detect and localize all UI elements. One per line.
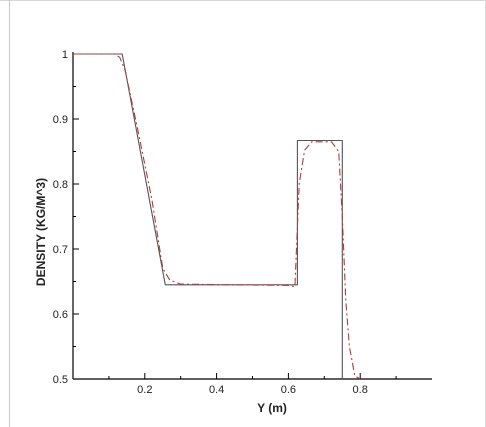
axes [72, 52, 432, 380]
x-tick-label: 0.2 [137, 384, 152, 396]
y-tick-label: 0.7 [53, 244, 68, 256]
y-tick-label: 0.9 [53, 114, 68, 126]
x-axis-label: Y (m) [257, 401, 287, 415]
x-tick-label: 0.6 [281, 384, 296, 396]
y-axis-label: DENSITY (KG/M^3) [34, 178, 48, 286]
tick-labels: 0.2 0.4 0.6 0.8 0.5 0.6 0.7 0.8 0.9 1 [53, 49, 368, 396]
series-line-dash-dot [73, 53, 361, 380]
y-tick-label: 0.8 [53, 179, 68, 191]
x-tick-label: 0.4 [209, 384, 224, 396]
series-line-solid [73, 53, 343, 379]
y-tick-label: 0.5 [53, 374, 68, 386]
y-tick-label: 0.6 [53, 309, 68, 321]
y-tick-label: 1 [62, 49, 68, 61]
x-tick-label: 0.8 [353, 384, 368, 396]
data-series [73, 53, 361, 380]
left-border-line [9, 0, 10, 427]
